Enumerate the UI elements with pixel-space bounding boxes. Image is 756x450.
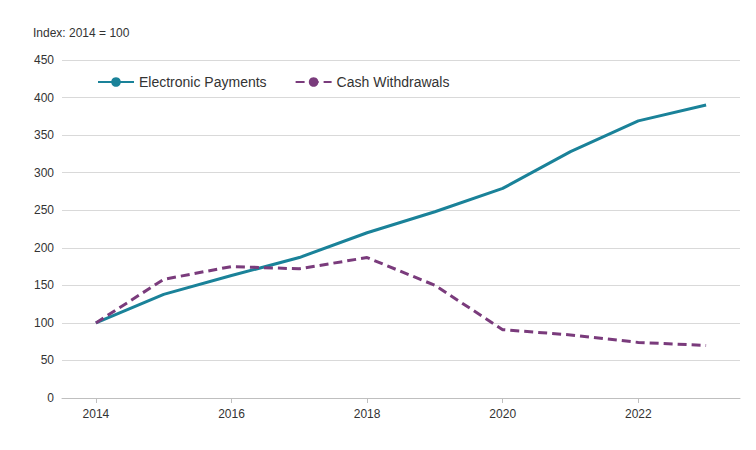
svg-text:Index: 2014 = 100: Index: 2014 = 100: [33, 26, 130, 40]
svg-text:2020: 2020: [489, 407, 516, 421]
svg-text:Electronic Payments: Electronic Payments: [139, 74, 267, 90]
svg-text:100: 100: [34, 316, 54, 330]
svg-text:150: 150: [34, 278, 54, 292]
svg-text:300: 300: [34, 166, 54, 180]
svg-text:200: 200: [34, 241, 54, 255]
svg-text:2014: 2014: [83, 407, 110, 421]
svg-text:0: 0: [47, 391, 54, 405]
svg-text:2016: 2016: [218, 407, 245, 421]
svg-text:450: 450: [34, 53, 54, 67]
svg-text:Cash Withdrawals: Cash Withdrawals: [337, 74, 450, 90]
svg-text:250: 250: [34, 203, 54, 217]
svg-text:350: 350: [34, 128, 54, 142]
svg-text:400: 400: [34, 91, 54, 105]
svg-text:2022: 2022: [625, 407, 652, 421]
svg-text:50: 50: [41, 353, 55, 367]
svg-text:2018: 2018: [354, 407, 381, 421]
